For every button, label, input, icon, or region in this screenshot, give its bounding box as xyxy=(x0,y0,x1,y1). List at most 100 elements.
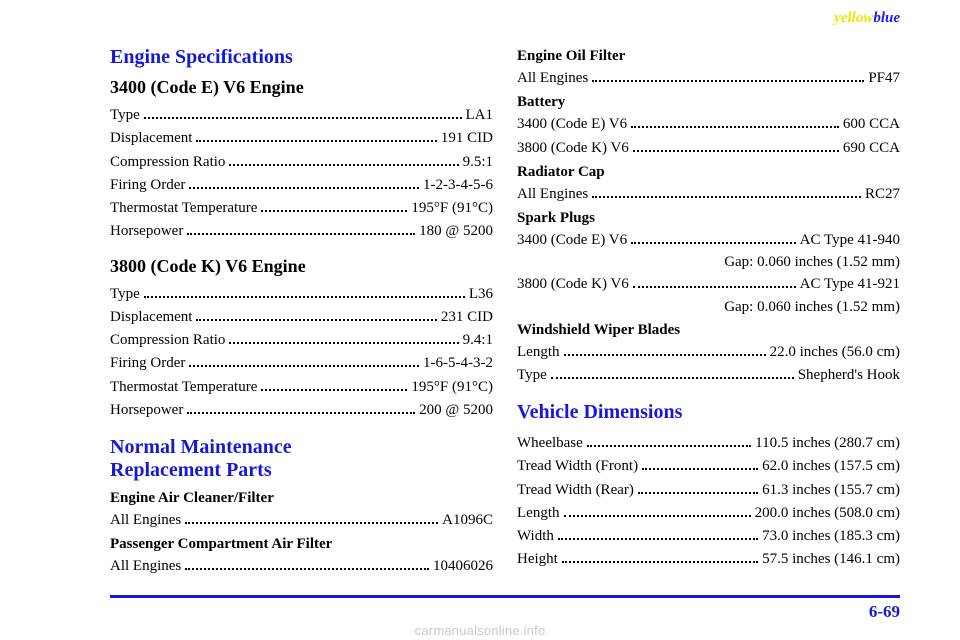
spec-value: L36 xyxy=(469,283,493,306)
spec-row: Displacement 231 CID xyxy=(110,306,493,329)
brand-yellow: yellow xyxy=(834,10,873,26)
vehicle-dims-rows: Wheelbase110.5 inches (280.7 cm)Tread Wi… xyxy=(517,432,900,572)
wiper-heading: Windshield Wiper Blades xyxy=(517,322,900,339)
spec-value: 1-2-3-4-5-6 xyxy=(423,174,493,197)
spec-row: Firing Order1-6-5-4-3-2 xyxy=(110,352,493,375)
spec-dots xyxy=(185,560,429,571)
spec-dots xyxy=(144,109,462,120)
spec-dots xyxy=(592,72,864,83)
spec-value: 10406026 xyxy=(433,555,493,578)
spec-value: 191 CID xyxy=(441,127,493,150)
spec-row: 3400 (Code E) V6 600 CCA xyxy=(517,113,900,136)
spec-value: 195°F (91°C) xyxy=(411,376,493,399)
spec-label: All Engines xyxy=(110,509,181,532)
spec-dots xyxy=(564,506,751,517)
spec-subvalue: Gap: 0.060 inches (1.52 mm) xyxy=(517,297,900,318)
spec-label: Thermostat Temperature xyxy=(110,197,257,220)
spec-dots xyxy=(631,118,839,129)
spec-row: Horsepower 180 @ 5200 xyxy=(110,220,493,243)
spec-row: Height57.5 inches (146.1 cm) xyxy=(517,548,900,571)
spec-dots xyxy=(261,202,407,213)
spec-dots xyxy=(564,345,766,356)
spec-value: 231 CID xyxy=(441,306,493,329)
spec-value: 690 CCA xyxy=(843,137,900,160)
spec-dots xyxy=(185,514,438,525)
spec-label: Length xyxy=(517,502,560,525)
spec-row: Displacement191 CID xyxy=(110,127,493,150)
spark-plugs-entries: 3400 (Code E) V6AC Type 41-940Gap: 0.060… xyxy=(517,229,900,318)
spec-row: Compression Ratio 9.4:1 xyxy=(110,329,493,352)
page-content: Engine Specifications 3400 (Code E) V6 E… xyxy=(110,44,900,580)
spec-dots xyxy=(196,310,436,321)
spec-value: 180 @ 5200 xyxy=(419,220,493,243)
spec-row: Tread Width (Front) 62.0 inches (157.5 cm… xyxy=(517,455,900,478)
spec-dots xyxy=(261,380,407,391)
spec-label: Length xyxy=(517,341,560,364)
spec-label: Compression Ratio xyxy=(110,151,225,174)
spec-value: 600 CCA xyxy=(843,113,900,136)
spec-label: All Engines xyxy=(517,183,588,206)
spec-value: Shepherd's Hook xyxy=(798,364,900,387)
header-brand: yellowblue xyxy=(834,10,900,27)
spec-dots xyxy=(189,178,419,189)
group-heading: Radiator Cap xyxy=(517,164,900,181)
spec-value: 9.4:1 xyxy=(463,329,493,352)
group-heading: Passenger Compartment Air Filter xyxy=(110,536,493,553)
spec-label: Type xyxy=(110,104,140,127)
spec-dots xyxy=(189,357,419,368)
spec-row: Length22.0 inches (56.0 cm) xyxy=(517,341,900,364)
spec-label: All Engines xyxy=(110,555,181,578)
spec-row: Thermostat Temperature195°F (91°C) xyxy=(110,197,493,220)
right-column: Engine Oil Filter All EnginesPF47 Battery 3… xyxy=(517,44,900,580)
spec-dots xyxy=(562,553,758,564)
spec-value: 73.0 inches (185.3 cm) xyxy=(762,525,900,548)
spec-label: Wheelbase xyxy=(517,432,583,455)
spec-label: Compression Ratio xyxy=(110,329,225,352)
right-groups-top: Engine Oil Filter All EnginesPF47 Battery 3… xyxy=(517,48,900,206)
spec-label: All Engines xyxy=(517,67,588,90)
group-heading: Battery xyxy=(517,94,900,111)
spec-dots xyxy=(229,155,458,166)
spec-row: Firing Order 1-2-3-4-5-6 xyxy=(110,174,493,197)
spec-label: 3800 (Code K) V6 xyxy=(517,273,629,296)
spec-dots xyxy=(229,334,458,345)
spec-label: Firing Order xyxy=(110,174,185,197)
engine-specs-heading: Engine Specifications xyxy=(110,46,493,69)
spec-dots xyxy=(633,141,839,152)
spec-dots xyxy=(187,225,415,236)
spec-dots xyxy=(631,234,796,245)
group-heading: Engine Oil Filter xyxy=(517,48,900,65)
maint-heading-1: Normal Maintenance xyxy=(110,436,493,459)
engine-3800-table: TypeL36Displacement231 CIDCompression Ra… xyxy=(110,283,493,423)
spec-label: Displacement xyxy=(110,306,192,329)
spec-label: Horsepower xyxy=(110,220,183,243)
spec-row: All EnginesPF47 xyxy=(517,67,900,90)
spec-row: Type LA1 xyxy=(110,104,493,127)
spec-label: 3400 (Code E) V6 xyxy=(517,113,627,136)
spec-label: Tread Width (Front) xyxy=(517,455,638,478)
spec-dots xyxy=(587,437,751,448)
vehicle-dims-heading: Vehicle Dimensions xyxy=(517,401,900,424)
spec-value: 62.0 inches (157.5 cm) xyxy=(762,455,900,478)
spec-row: 3800 (Code K) V6 690 CCA xyxy=(517,137,900,160)
maint-heading-2: Replacement Parts xyxy=(110,459,493,482)
brand-blue: blue xyxy=(873,10,900,26)
footer-rule xyxy=(110,595,900,598)
spec-value: AC Type 41-921 xyxy=(800,273,900,296)
spec-row: Width73.0 inches (185.3 cm) xyxy=(517,525,900,548)
spec-label: Thermostat Temperature xyxy=(110,376,257,399)
spec-dots xyxy=(558,530,758,541)
spec-dots xyxy=(551,368,794,379)
spec-value: A1096C xyxy=(442,509,493,532)
spec-value: LA1 xyxy=(466,104,494,127)
spec-value: 1-6-5-4-3-2 xyxy=(423,352,493,375)
spec-value: 9.5:1 xyxy=(463,151,493,174)
group-heading: Engine Air Cleaner/Filter xyxy=(110,490,493,507)
spec-subvalue: Gap: 0.060 inches (1.52 mm) xyxy=(517,252,900,273)
spec-row: Type Shepherd's Hook xyxy=(517,364,900,387)
spec-row: 3800 (Code K) V6 AC Type 41-921 xyxy=(517,273,900,296)
spec-value: 61.3 inches (155.7 cm) xyxy=(762,479,900,502)
spec-label: 3800 (Code K) V6 xyxy=(517,137,629,160)
spec-label: Type xyxy=(517,364,547,387)
spec-label: Height xyxy=(517,548,558,571)
